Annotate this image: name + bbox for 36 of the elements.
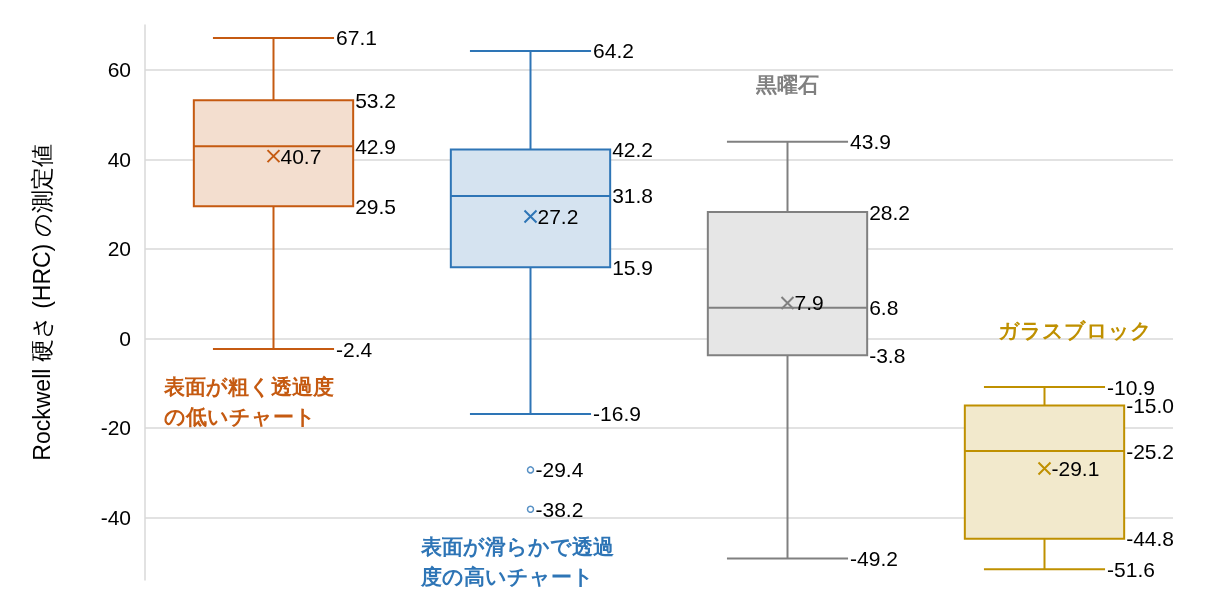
annotation: 28.2	[869, 200, 911, 224]
annotation: 7.9	[794, 291, 824, 315]
y-tick-label: -40	[100, 505, 131, 529]
annotation: 53.2	[355, 88, 397, 112]
annotation: -51.6	[1107, 557, 1155, 581]
y-tick-label: 40	[107, 147, 131, 171]
annotation: 64.2	[593, 39, 634, 63]
y-tick-label: -20	[100, 416, 131, 440]
text: 表面が粗く透過度の低いチャート	[162, 374, 334, 428]
annotation: -25.2	[1126, 439, 1175, 463]
y-tick-label: 20	[107, 237, 131, 261]
annotation: 29.5	[355, 194, 397, 218]
annotation: 42.2	[612, 137, 654, 161]
annotation: -49.2	[850, 547, 898, 571]
annotation: 6.8	[869, 296, 899, 320]
text: 黒曜石	[755, 73, 819, 97]
text: 表面が滑らかで透過度の高いチャート	[419, 534, 614, 588]
annotation: 15.9	[612, 255, 654, 279]
annotation: 27.2	[537, 205, 579, 229]
annotation: -29.4	[535, 458, 584, 482]
annotation: 67.1	[336, 26, 377, 50]
annotation: 31.8	[612, 184, 654, 208]
annotation: -38.2	[535, 497, 584, 521]
annotation: -3.8	[869, 343, 906, 367]
annotation: -2.4	[336, 337, 373, 361]
y-axis-title: Rockwell 硬さ (HRC) の測定値	[28, 144, 55, 461]
annotation: -10.9	[1107, 375, 1155, 399]
annotation: 43.9	[850, 130, 891, 154]
y-tick-label: 0	[119, 326, 131, 350]
annotation: 40.7	[280, 144, 322, 168]
text: ガラスブロック	[997, 318, 1152, 342]
annotation: 42.9	[355, 134, 397, 158]
annotation: -16.9	[593, 402, 641, 426]
annotation: -29.1	[1051, 457, 1100, 481]
y-tick-label: 60	[107, 58, 131, 82]
annotation: -44.8	[1126, 527, 1175, 551]
